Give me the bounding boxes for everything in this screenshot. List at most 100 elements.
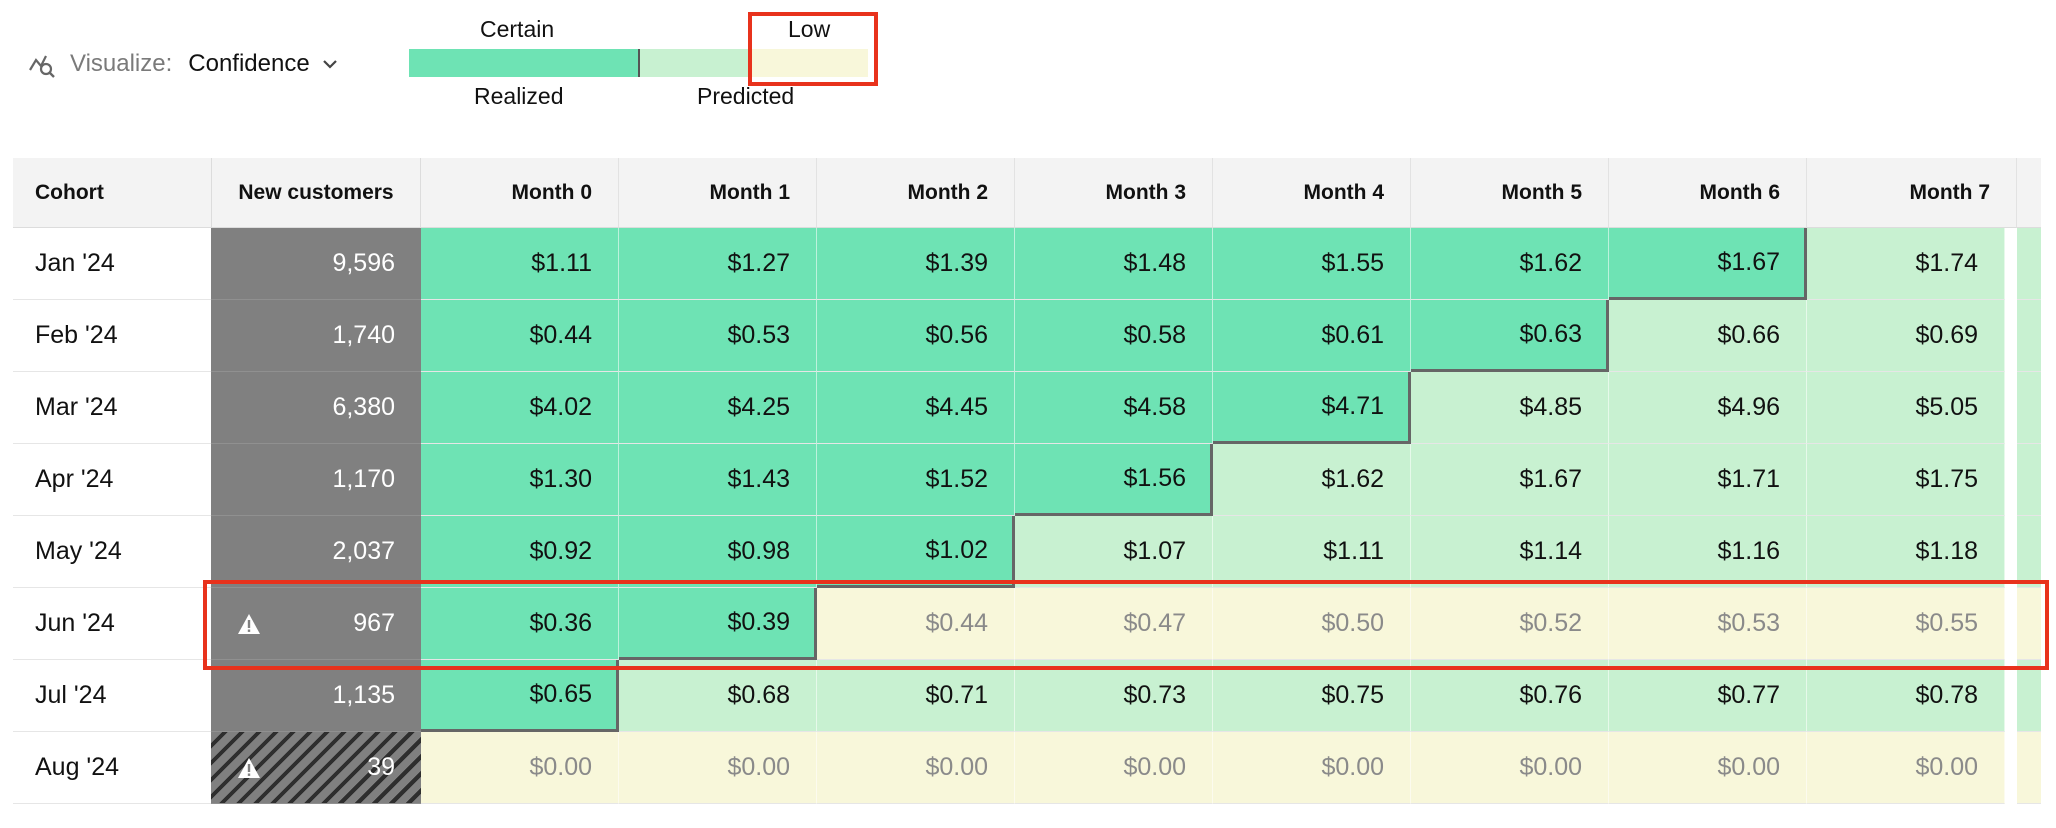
cohort-label: Mar '24 — [13, 372, 211, 444]
column-header-1[interactable]: New customers — [211, 158, 421, 228]
month-0-value-cell[interactable]: $0.00 — [421, 732, 619, 804]
month-2-value-cell[interactable]: $1.52 — [817, 444, 1015, 516]
month-3-value-cell[interactable]: $1.07 — [1015, 516, 1213, 588]
new-customers-cell[interactable]: 1,135 — [211, 660, 421, 732]
month-1-value-cell[interactable]: $4.25 — [619, 372, 817, 444]
month-4-value-cell[interactable]: $1.11 — [1213, 516, 1411, 588]
table-row[interactable]: Apr '24 1,170 $1.30 $1.43 $1.52 $1.56 $1.62 $1.… — [13, 444, 2041, 516]
month-1-value-cell[interactable]: $0.39 — [619, 588, 817, 660]
legend-swatch-low — [750, 49, 868, 77]
month-0-value-cell[interactable]: $0.44 — [421, 300, 619, 372]
month-1-value-cell[interactable]: $0.53 — [619, 300, 817, 372]
column-header-5[interactable]: Month 3 — [1015, 158, 1213, 228]
month-0-value-cell[interactable]: $0.65 — [421, 660, 619, 732]
new-customers-value: 967 — [353, 609, 395, 637]
month-0-value-cell[interactable]: $0.36 — [421, 588, 619, 660]
new-customers-cell[interactable]: 1,170 — [211, 444, 421, 516]
table-row[interactable]: Jan '24 9,596 $1.11 $1.27 $1.39 $1.48 $1.55 $1.… — [13, 228, 2041, 300]
month-4-value-cell[interactable]: $0.50 — [1213, 588, 1411, 660]
month-6-value-cell[interactable]: $1.67 — [1609, 228, 1807, 300]
month-4-value-cell[interactable]: $4.71 — [1213, 372, 1411, 444]
month-1-value-cell[interactable]: $1.43 — [619, 444, 817, 516]
new-customers-cell[interactable]: 6,380 — [211, 372, 421, 444]
warning-icon[interactable] — [237, 757, 261, 779]
month-2-value-cell[interactable]: $4.45 — [817, 372, 1015, 444]
new-customers-cell[interactable]: 1,740 — [211, 300, 421, 372]
month-0-value-cell[interactable]: $0.92 — [421, 516, 619, 588]
new-customers-cell[interactable]: 967 — [211, 588, 421, 660]
month-7-value-cell[interactable]: $5.05 — [1807, 372, 2005, 444]
month-2-value-cell[interactable]: $1.02 — [817, 516, 1015, 588]
table-row[interactable]: May '24 2,037 $0.92 $0.98 $1.02 $1.07 $1.11 $1.… — [13, 516, 2041, 588]
month-0-value-cell[interactable]: $1.30 — [421, 444, 619, 516]
column-header-6[interactable]: Month 4 — [1213, 158, 1411, 228]
new-customers-cell[interactable]: 9,596 — [211, 228, 421, 300]
column-header-2[interactable]: Month 0 — [421, 158, 619, 228]
month-5-value-cell[interactable]: $4.85 — [1411, 372, 1609, 444]
month-5-value-cell[interactable]: $1.62 — [1411, 228, 1609, 300]
month-6-value-cell[interactable]: $0.66 — [1609, 300, 1807, 372]
chevron-down-icon[interactable] — [320, 54, 340, 74]
month-4-value-cell[interactable]: $0.61 — [1213, 300, 1411, 372]
month-6-value-cell[interactable]: $0.77 — [1609, 660, 1807, 732]
month-6-value-cell[interactable]: $1.71 — [1609, 444, 1807, 516]
column-header-3[interactable]: Month 1 — [619, 158, 817, 228]
month-0-value-cell[interactable]: $4.02 — [421, 372, 619, 444]
month-3-value-cell[interactable]: $1.48 — [1015, 228, 1213, 300]
month-6-value-cell[interactable]: $1.16 — [1609, 516, 1807, 588]
column-header-9[interactable]: Month 7 — [1807, 158, 2017, 228]
table-row[interactable]: Jun '24 967 $0.36 $0.39 $0.44 $0.47 $0.50 $0.52… — [13, 588, 2041, 660]
warning-icon[interactable] — [237, 613, 261, 635]
month-2-value-cell[interactable]: $0.71 — [817, 660, 1015, 732]
month-6-value-cell[interactable]: $0.00 — [1609, 732, 1807, 804]
month-2-value-cell[interactable]: $0.56 — [817, 300, 1015, 372]
month-1-value-cell[interactable]: $0.00 — [619, 732, 817, 804]
new-customers-cell[interactable]: 2,037 — [211, 516, 421, 588]
month-7-value-cell[interactable]: $1.18 — [1807, 516, 2005, 588]
new-customers-value: 1,170 — [332, 465, 395, 493]
month-7-value-cell[interactable]: $1.74 — [1807, 228, 2005, 300]
visualize-control[interactable]: Visualize: Confidence — [28, 44, 340, 84]
month-5-value-cell[interactable]: $1.67 — [1411, 444, 1609, 516]
month-3-value-cell[interactable]: $0.73 — [1015, 660, 1213, 732]
month-5-value-cell[interactable]: $1.14 — [1411, 516, 1609, 588]
visualize-value[interactable]: Confidence — [188, 50, 310, 77]
month-5-value-cell[interactable]: $0.00 — [1411, 732, 1609, 804]
column-header-8[interactable]: Month 6 — [1609, 158, 1807, 228]
table-row[interactable]: Aug '24 39 $0.00 $0.00 $0.00 $0.00 $0.00 $0.00 $… — [13, 732, 2041, 804]
month-7-value-cell[interactable]: $0.69 — [1807, 300, 2005, 372]
month-5-value-cell[interactable]: $0.76 — [1411, 660, 1609, 732]
new-customers-cell[interactable]: 39 — [211, 732, 421, 804]
table-row[interactable]: Jul '24 1,135 $0.65 $0.68 $0.71 $0.73 $0.75 $0.… — [13, 660, 2041, 732]
month-6-value-cell[interactable]: $0.53 — [1609, 588, 1807, 660]
month-0-value-cell[interactable]: $1.11 — [421, 228, 619, 300]
month-4-value-cell[interactable]: $0.00 — [1213, 732, 1411, 804]
month-4-value-cell[interactable]: $1.62 — [1213, 444, 1411, 516]
month-7-value-cell[interactable]: $0.00 — [1807, 732, 2005, 804]
month-2-value-cell[interactable]: $0.44 — [817, 588, 1015, 660]
table-row[interactable]: Mar '24 6,380 $4.02 $4.25 $4.45 $4.58 $4.71 $4.… — [13, 372, 2041, 444]
column-header-7[interactable]: Month 5 — [1411, 158, 1609, 228]
month-3-value-cell[interactable]: $0.47 — [1015, 588, 1213, 660]
month-3-value-cell[interactable]: $0.58 — [1015, 300, 1213, 372]
month-1-value-cell[interactable]: $0.98 — [619, 516, 817, 588]
column-header-0[interactable]: Cohort — [13, 158, 211, 228]
month-7-value-cell[interactable]: $1.75 — [1807, 444, 2005, 516]
month-3-value-cell[interactable]: $1.56 — [1015, 444, 1213, 516]
month-4-value-cell[interactable]: $0.75 — [1213, 660, 1411, 732]
month-1-value-cell[interactable]: $0.68 — [619, 660, 817, 732]
month-5-value-cell[interactable]: $0.52 — [1411, 588, 1609, 660]
column-header-4[interactable]: Month 2 — [817, 158, 1015, 228]
month-1-value-cell[interactable]: $1.27 — [619, 228, 817, 300]
month-3-value-cell[interactable]: $0.00 — [1015, 732, 1213, 804]
month-2-value-cell[interactable]: $1.39 — [817, 228, 1015, 300]
month-6-value-cell[interactable]: $4.96 — [1609, 372, 1807, 444]
month-4-value-cell[interactable]: $1.55 — [1213, 228, 1411, 300]
cohort-label: Jan '24 — [13, 228, 211, 300]
month-7-value-cell[interactable]: $0.78 — [1807, 660, 2005, 732]
month-3-value-cell[interactable]: $4.58 — [1015, 372, 1213, 444]
table-row[interactable]: Feb '24 1,740 $0.44 $0.53 $0.56 $0.58 $0.61 $0.… — [13, 300, 2041, 372]
month-2-value-cell[interactable]: $0.00 — [817, 732, 1015, 804]
month-7-value-cell[interactable]: $0.55 — [1807, 588, 2005, 660]
month-5-value-cell[interactable]: $0.63 — [1411, 300, 1609, 372]
